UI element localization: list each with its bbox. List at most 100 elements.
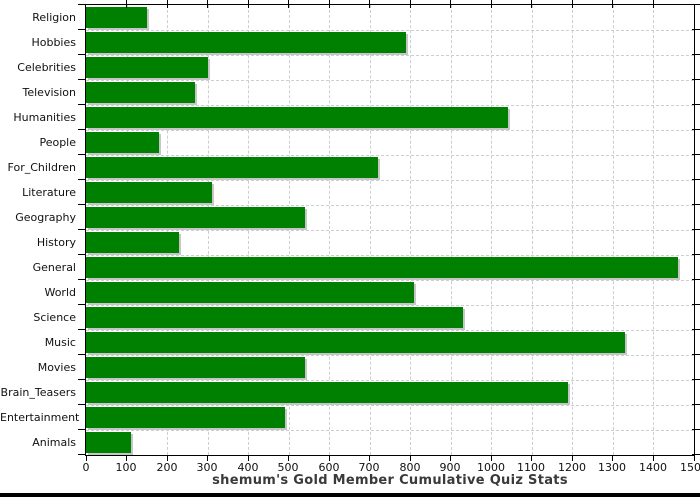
bar-people bbox=[86, 132, 159, 153]
x-axis-tick bbox=[612, 456, 613, 461]
right-axis-tick bbox=[692, 79, 700, 80]
right-axis-tick bbox=[692, 129, 700, 130]
y-label-people: People bbox=[39, 136, 76, 149]
top-axis-tick bbox=[572, 0, 573, 8]
y-axis-tick bbox=[78, 229, 85, 230]
y-axis-tick bbox=[78, 104, 85, 105]
y-axis-tick bbox=[78, 454, 85, 455]
right-axis-tick bbox=[692, 379, 700, 380]
y-axis-tick bbox=[78, 79, 85, 80]
bar-literature bbox=[86, 182, 212, 203]
bar-humanities bbox=[86, 107, 508, 128]
right-axis-tick bbox=[692, 329, 700, 330]
y-label-entertainment: Entertainment bbox=[0, 411, 80, 424]
right-axis-tick bbox=[692, 254, 700, 255]
bottom-rule bbox=[0, 493, 700, 497]
x-tick-label-800: 800 bbox=[399, 461, 421, 474]
x-axis-tick bbox=[491, 456, 492, 461]
bar-brain-teasers bbox=[86, 382, 569, 403]
right-axis-tick bbox=[692, 104, 700, 105]
y-axis-tick bbox=[78, 329, 85, 330]
gridline-horizontal bbox=[86, 230, 694, 231]
gridline-horizontal bbox=[86, 355, 694, 356]
right-axis-tick bbox=[692, 4, 700, 5]
bar-hobbies bbox=[86, 32, 407, 53]
x-tick-label-1000: 1000 bbox=[477, 461, 505, 474]
x-tick-label-1200: 1200 bbox=[558, 461, 586, 474]
bar-entertainment bbox=[86, 407, 285, 428]
y-label-animals: Animals bbox=[32, 436, 76, 449]
gridline-horizontal bbox=[86, 330, 694, 331]
y-label-humanities: Humanities bbox=[13, 111, 76, 124]
chart-title: shemum's Gold Member Cumulative Quiz Sta… bbox=[212, 473, 568, 488]
y-axis-tick bbox=[78, 354, 85, 355]
top-axis-tick bbox=[369, 0, 370, 8]
y-axis-tick bbox=[78, 429, 85, 430]
y-axis-tick bbox=[78, 304, 85, 305]
bar-movies bbox=[86, 357, 305, 378]
y-axis-tick bbox=[78, 379, 85, 380]
right-axis-tick bbox=[692, 204, 700, 205]
bar-animals bbox=[86, 432, 131, 453]
x-tick-label-900: 900 bbox=[439, 461, 461, 474]
x-axis-tick bbox=[410, 456, 411, 461]
top-axis-tick bbox=[167, 0, 168, 8]
top-axis-tick bbox=[248, 0, 249, 8]
right-axis-tick bbox=[692, 354, 700, 355]
gridline-horizontal bbox=[86, 430, 694, 431]
bar-television bbox=[86, 82, 196, 103]
y-label-celebrities: Celebrities bbox=[17, 61, 76, 74]
y-axis-tick bbox=[78, 29, 85, 30]
x-axis-tick bbox=[369, 456, 370, 461]
top-axis-tick bbox=[207, 0, 208, 8]
top-axis-tick bbox=[531, 0, 532, 8]
x-axis-tick bbox=[450, 456, 451, 461]
y-label-movies: Movies bbox=[37, 361, 76, 374]
gridline-horizontal bbox=[86, 405, 694, 406]
x-tick-label-1400: 1400 bbox=[639, 461, 667, 474]
top-axis-tick bbox=[288, 0, 289, 8]
top-axis-tick bbox=[126, 0, 127, 8]
bar-celebrities bbox=[86, 57, 208, 78]
x-tick-label-1100: 1100 bbox=[517, 461, 545, 474]
bar-history bbox=[86, 232, 180, 253]
gridline-horizontal bbox=[86, 255, 694, 256]
bar-geography bbox=[86, 207, 305, 228]
gridline-horizontal bbox=[86, 105, 694, 106]
bar-general bbox=[86, 257, 678, 278]
top-axis-tick bbox=[612, 0, 613, 8]
x-axis-tick bbox=[329, 456, 330, 461]
y-axis-tick bbox=[78, 254, 85, 255]
y-axis-tick bbox=[78, 4, 85, 5]
y-label-television: Television bbox=[22, 86, 77, 99]
y-label-history: History bbox=[36, 236, 76, 249]
bar-world bbox=[86, 282, 415, 303]
y-axis-tick bbox=[78, 129, 85, 130]
x-axis-tick bbox=[126, 456, 127, 461]
x-tick-label-1300: 1300 bbox=[598, 461, 626, 474]
bar-religion bbox=[86, 7, 147, 28]
x-axis-tick bbox=[86, 456, 87, 461]
y-label-geography: Geography bbox=[15, 211, 76, 224]
bar-for-children bbox=[86, 157, 378, 178]
bar-science bbox=[86, 307, 463, 328]
x-axis-tick bbox=[248, 456, 249, 461]
x-axis-tick bbox=[653, 456, 654, 461]
gridline-horizontal bbox=[86, 280, 694, 281]
x-tick-label-1500: 1500 bbox=[680, 461, 700, 474]
x-tick-label-200: 200 bbox=[156, 461, 178, 474]
right-axis-tick bbox=[692, 429, 700, 430]
x-axis-tick bbox=[167, 456, 168, 461]
y-axis-tick bbox=[78, 154, 85, 155]
bar-music bbox=[86, 332, 626, 353]
y-label-world: World bbox=[44, 286, 76, 299]
right-axis-tick bbox=[692, 304, 700, 305]
x-axis-tick bbox=[572, 456, 573, 461]
top-axis-tick bbox=[653, 0, 654, 8]
y-label-general: General bbox=[32, 261, 76, 274]
y-label-religion: Religion bbox=[32, 11, 76, 24]
y-axis-tick bbox=[78, 54, 85, 55]
gridline-horizontal bbox=[86, 180, 694, 181]
gridline-horizontal bbox=[86, 30, 694, 31]
